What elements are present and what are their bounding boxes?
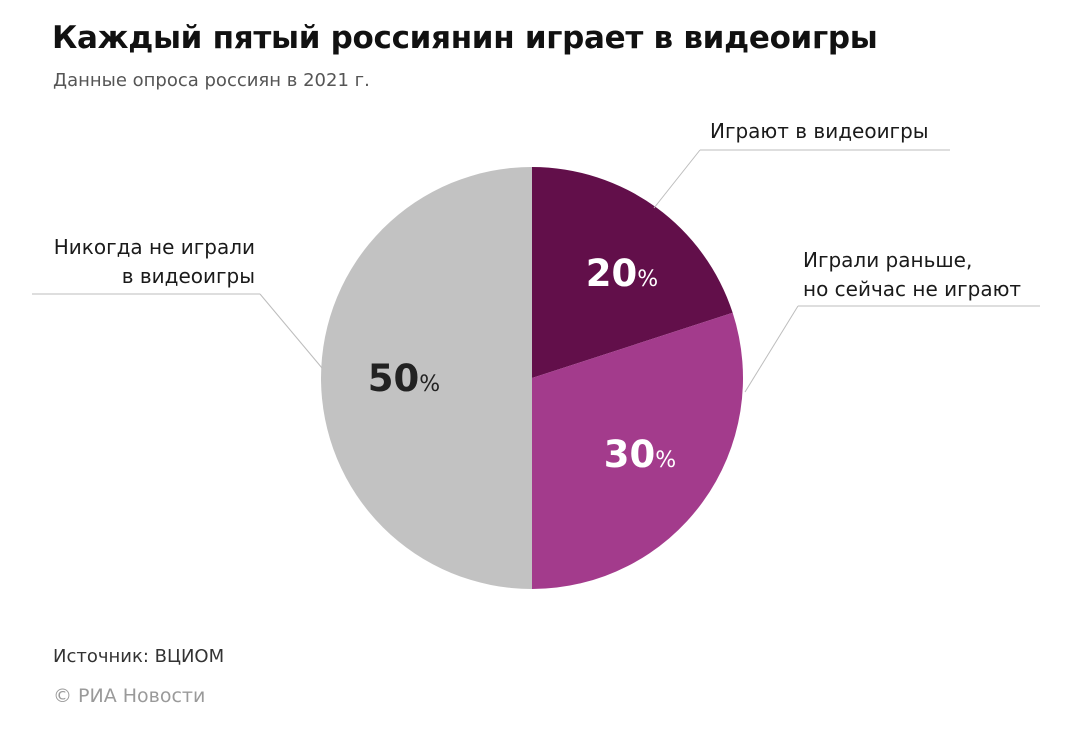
- leader-line-1: [653, 149, 701, 209]
- copyright-note: © РИА Новости: [53, 685, 206, 707]
- value-label-2: 30%: [604, 433, 676, 476]
- value-labels: 20% 30% 50%: [368, 252, 676, 476]
- pie-slice-3: [321, 167, 532, 589]
- category-label-1: Играют в видеоигры: [710, 119, 929, 143]
- category-labels: Играют в видеоигры Играли раньше, но сейча…: [54, 119, 1022, 301]
- leader-lines: [32, 149, 1040, 393]
- category-label-2: Играли раньше, но сейчас не играют: [803, 248, 1021, 301]
- pie-slice-2: [532, 312, 743, 589]
- chart-title: Каждый пятый россиянин играет в видеоигр…: [52, 20, 878, 56]
- category-label-3: Никогда не играли в видеоигры: [54, 235, 255, 288]
- pie-slices: [321, 167, 743, 589]
- value-label-3: 50%: [368, 357, 440, 400]
- value-label-1: 20%: [586, 252, 658, 295]
- source-note: Источник: ВЦИОМ: [53, 646, 225, 667]
- leader-line-2: [744, 305, 799, 393]
- leader-line-3: [259, 293, 323, 369]
- chart-subtitle: Данные опроса россиян в 2021 г.: [53, 70, 370, 91]
- pie-slice-1: [532, 167, 733, 378]
